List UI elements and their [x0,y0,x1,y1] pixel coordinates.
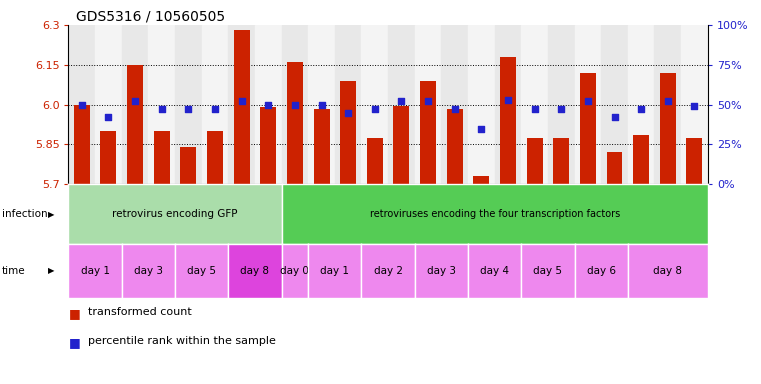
Point [608,114,620,121]
Bar [441,25,468,184]
Point [449,106,461,113]
Point [209,106,221,113]
Bar [95,25,122,184]
Text: day 8: day 8 [240,266,269,276]
Point [528,106,540,113]
Point [581,98,594,104]
Bar [100,131,116,184]
Bar [361,25,388,184]
Text: day 2: day 2 [374,266,403,276]
Point [342,109,354,116]
Bar [127,65,143,184]
Text: day 3: day 3 [427,266,456,276]
Bar [335,25,361,184]
Text: day 1: day 1 [320,266,349,276]
Bar [447,109,463,184]
Bar [340,81,356,184]
Point [396,98,408,104]
Text: retrovirus encoding GFP: retrovirus encoding GFP [113,209,237,219]
Point [315,101,327,108]
Point [236,98,248,104]
Point [129,98,142,104]
Bar [388,25,415,184]
Bar [180,147,196,184]
Point [688,103,700,109]
Text: day 6: day 6 [587,266,616,276]
Bar [287,62,303,184]
Bar [660,73,676,184]
Text: ■: ■ [68,307,80,320]
Bar [207,131,223,184]
Text: day 8: day 8 [653,266,683,276]
Bar [521,25,548,184]
Bar [686,138,702,184]
Bar [175,25,202,184]
Bar [495,25,521,184]
Bar [260,107,276,184]
Text: time: time [2,266,25,276]
Bar [282,25,308,184]
Bar [255,25,282,184]
Bar [314,109,330,184]
Bar [580,73,596,184]
Bar [148,25,175,184]
Bar [473,176,489,184]
Point [502,97,514,103]
Point [102,114,114,121]
Point [368,106,380,113]
Bar [122,25,148,184]
Point [555,106,567,113]
Bar [68,25,95,184]
Bar [527,138,543,184]
Bar [202,25,228,184]
Text: day 5: day 5 [533,266,562,276]
Bar [228,25,255,184]
Bar [500,57,516,184]
Text: day 0: day 0 [281,266,309,276]
Text: day 3: day 3 [134,266,163,276]
Bar [154,131,170,184]
Bar [415,25,441,184]
Bar [681,25,708,184]
Point [635,106,647,113]
Text: retroviruses encoding the four transcription factors: retroviruses encoding the four transcrip… [370,209,619,219]
Point [661,98,674,104]
Bar [367,138,383,184]
Text: infection: infection [2,209,47,219]
Point [262,101,274,108]
Point [289,101,301,108]
Bar [575,25,601,184]
Point [155,106,167,113]
Text: day 4: day 4 [480,266,509,276]
Bar [420,81,436,184]
Bar [633,135,649,184]
Bar [654,25,681,184]
Bar [234,30,250,184]
Bar [548,25,575,184]
Text: transformed count: transformed count [88,307,191,317]
Text: GDS5316 / 10560505: GDS5316 / 10560505 [76,10,225,23]
Bar [74,104,90,184]
Text: ▶: ▶ [48,210,55,218]
Bar [553,138,569,184]
Text: day 1: day 1 [81,266,110,276]
Bar [393,106,409,184]
Text: ■: ■ [68,336,80,349]
Text: percentile rank within the sample: percentile rank within the sample [88,336,275,346]
Text: day 5: day 5 [187,266,216,276]
Point [475,126,487,132]
Bar [468,25,495,184]
Bar [607,152,622,184]
Bar [601,25,628,184]
Point [422,98,434,104]
Bar [308,25,335,184]
Point [75,101,88,108]
Point [182,106,194,113]
Text: ▶: ▶ [48,266,55,275]
Bar [628,25,654,184]
